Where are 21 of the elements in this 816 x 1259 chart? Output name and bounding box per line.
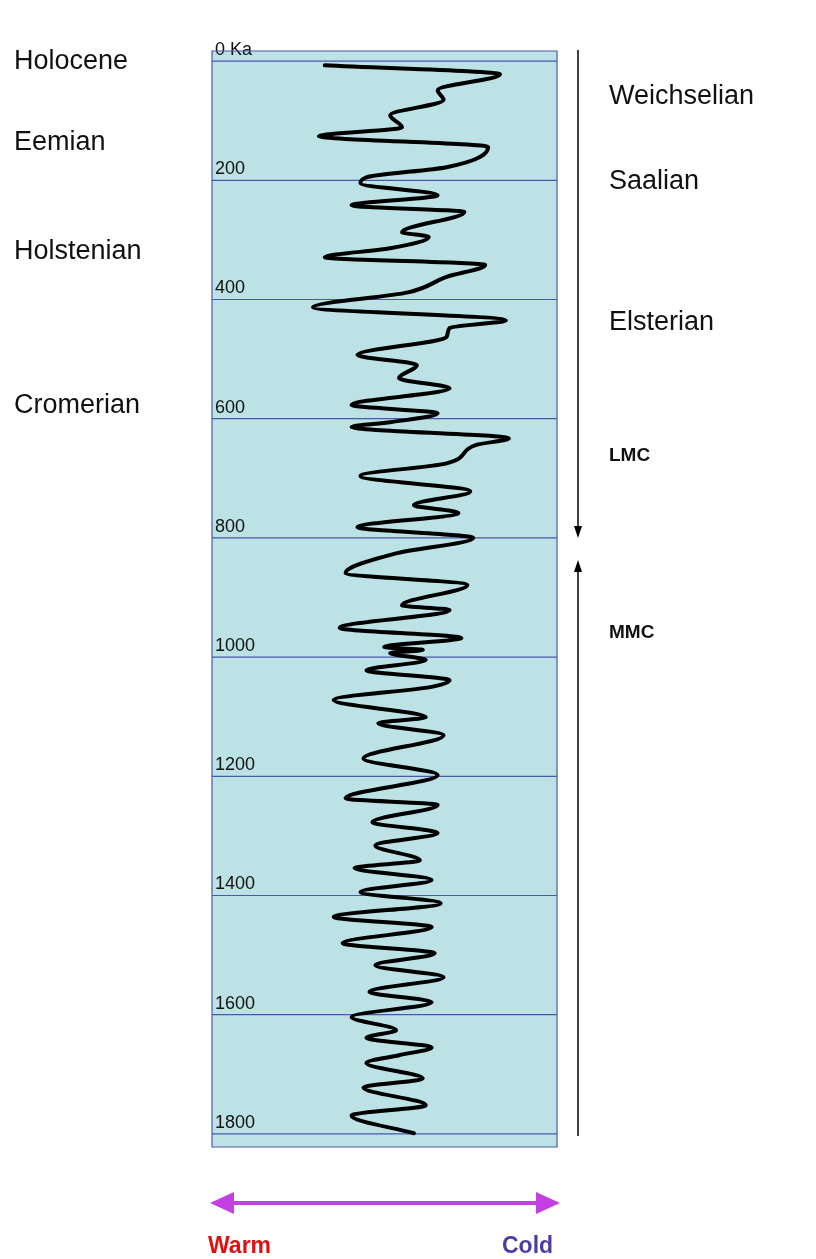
text: Weichselian [609,79,755,111]
text: MMC [609,621,655,643]
y-tick-label: 600 [215,396,246,417]
y-tick-label: 1800 [215,1111,256,1132]
y-tick-label: 1600 [215,992,256,1013]
y-tick-label: 0 Ka [215,39,254,60]
text: LMC [609,444,651,466]
y-tick-label: 1000 [215,635,256,656]
text: Holocene [14,44,129,76]
text: Holstenian [14,234,142,266]
y-tick-label: 800 [215,515,246,536]
y-tick-label: 1400 [215,873,256,894]
text: Warm [208,1231,272,1259]
y-tick-label: 200 [215,158,246,179]
text: Eemian [14,125,106,157]
text: Cold [502,1231,554,1259]
y-tick-label: 400 [215,277,246,298]
text: Saalian [609,164,700,196]
text: Cromerian [14,388,141,420]
text: Elsterian [609,305,715,337]
y-tick-label: 1200 [215,754,256,775]
